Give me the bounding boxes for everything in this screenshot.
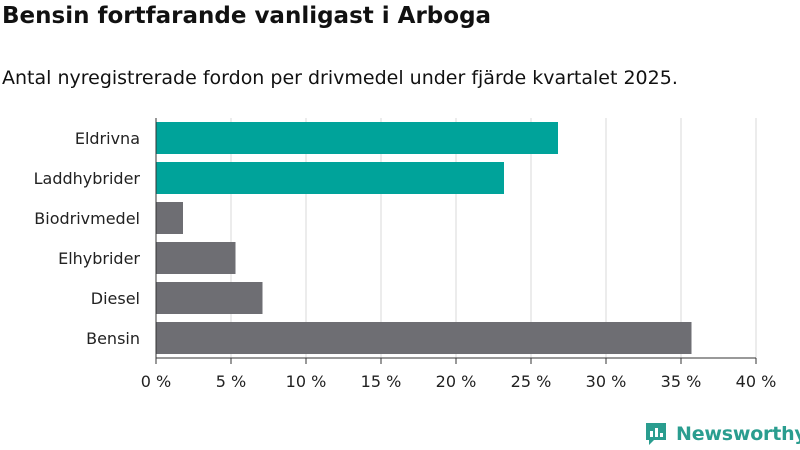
bar xyxy=(156,122,558,154)
x-tick-label: 10 % xyxy=(286,372,327,391)
x-tick-label: 15 % xyxy=(361,372,402,391)
bar xyxy=(156,162,504,194)
bar xyxy=(156,202,183,234)
logo-text: Newsworthy xyxy=(676,423,800,445)
category-label: Elhybrider xyxy=(58,249,140,268)
newsworthy-logo-icon xyxy=(646,423,666,445)
x-tick-label: 40 % xyxy=(736,372,777,391)
bar xyxy=(156,322,692,354)
x-axis-ticks: 0 % 5 % 10 % 15 % 20 % 25 % 30 % 35 % 40 % xyxy=(141,118,777,391)
category-label: Eldrivna xyxy=(75,129,140,148)
bar xyxy=(156,242,236,274)
chart-subtitle: Antal nyregistrerade fordon per drivmede… xyxy=(2,67,678,89)
x-tick-label: 35 % xyxy=(661,372,702,391)
gridlines xyxy=(230,118,757,358)
category-label: Biodrivmedel xyxy=(34,209,140,228)
bars xyxy=(156,122,692,354)
bar xyxy=(156,282,263,314)
x-tick-label: 20 % xyxy=(436,372,477,391)
x-tick-label: 30 % xyxy=(586,372,627,391)
x-tick-label: 5 % xyxy=(216,372,246,391)
x-tick-label: 25 % xyxy=(511,372,552,391)
newsworthy-logo: Newsworthy xyxy=(644,420,800,448)
category-labels: Eldrivna Laddhybrider Biodrivmedel Elhybrid… xyxy=(34,129,141,348)
category-label: Bensin xyxy=(86,329,140,348)
category-label: Laddhybrider xyxy=(34,169,141,188)
chart-title: Bensin fortfarande vanligast i Arboga xyxy=(2,3,492,29)
category-label: Diesel xyxy=(91,289,140,308)
x-tick-label: 0 % xyxy=(141,372,171,391)
